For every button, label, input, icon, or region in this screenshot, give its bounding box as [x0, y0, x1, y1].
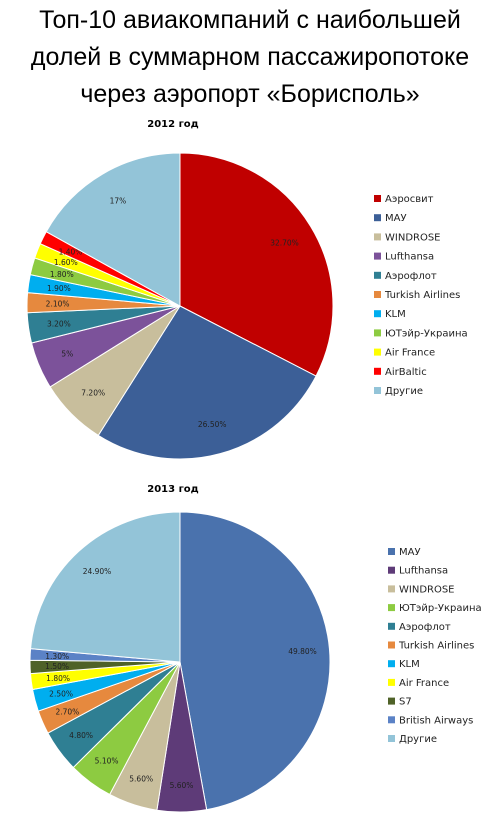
data-label-turkish-airlines: 2.10% [46, 299, 70, 308]
legend-label-air-france: Air France [385, 348, 435, 359]
data-label-windrose: 7.20% [81, 388, 105, 397]
legend-label-аэрофлот: Аэрофлот [385, 271, 437, 282]
data-label-ютэйр-украина: 1.80% [50, 270, 74, 279]
pie-slice-мау [97, 305, 317, 460]
page-title: Топ-10 авиакомпаний с наибольшей долей в… [0, 2, 500, 113]
data-label-ютэйр-украина: 5.10% [95, 757, 119, 766]
legend-label-s7: S7 [399, 697, 412, 708]
legend-swatch-другие [388, 735, 395, 742]
legend-swatch-мау [388, 548, 395, 555]
data-label-другие: 17% [110, 197, 127, 206]
legend-label-turkish-airlines: Turkish Airlines [398, 641, 474, 652]
legend-label-аэрофлот: Аэрофлот [399, 622, 451, 633]
data-label-airbaltic: 1.40% [59, 247, 83, 256]
legend-swatch-klm [374, 310, 381, 318]
pie-slice-другие [45, 152, 181, 307]
legend-swatch-аэросвит [374, 195, 381, 202]
title-line-1: Топ-10 авиакомпаний с наибольшей [39, 6, 461, 34]
data-label-аэрофлот: 3.20% [47, 320, 71, 329]
data-label-мау: 49.80% [288, 647, 317, 656]
legend-swatch-мау [374, 214, 381, 222]
legend-label-klm: KLM [399, 659, 420, 670]
data-label-air-france: 1.60% [54, 258, 78, 267]
legend-label-ютэйр-украина: ЮТэйр-Украина [399, 603, 482, 614]
legend-label-ютэйр-украина: ЮТэйр-Украина [385, 328, 468, 339]
pie-slice-аэросвит [179, 152, 334, 377]
data-label-s7: 1.50% [45, 662, 69, 671]
legend-swatch-turkish-airlines [388, 641, 395, 649]
chart-2013: 2013 год 49.80% 5.60% 5.60% 5.10% 4.80% 2.70% 2… [29, 484, 482, 813]
data-label-lufthansa: 5% [61, 350, 73, 359]
data-label-аэрофлот: 4.80% [69, 731, 93, 740]
chart-title: 2012 год [147, 119, 198, 130]
legend-label-мау: МАУ [399, 547, 421, 558]
legend-label-lufthansa: Lufthansa [385, 252, 434, 263]
data-label-klm: 1.90% [47, 284, 71, 293]
legend-swatch-windrose [374, 233, 381, 241]
pie-slice-мау [179, 511, 331, 811]
legend-swatch-другие [374, 387, 381, 394]
legend-swatch-lufthansa [388, 566, 395, 574]
legend-label-air-france: Air France [399, 678, 449, 689]
legend-swatch-british-airways [388, 716, 395, 724]
legend-swatch-turkish-airlines [374, 291, 381, 298]
data-label-lufthansa: 5.60% [170, 781, 194, 790]
legend-swatch-klm [388, 660, 395, 668]
legend-swatch-airbaltic [374, 367, 381, 375]
legend-label-turkish-airlines: Turkish Airlines [384, 290, 460, 301]
legend-label-windrose: WINDROSE [385, 232, 441, 243]
data-label-turkish-airlines: 2.70% [55, 707, 79, 716]
title-line-3: через аэропорт «Борисполь» [80, 80, 420, 108]
legend-label-аэросвит: Аэросвит [385, 194, 434, 205]
chart-title: 2013 год [147, 484, 198, 495]
legend-swatch-lufthansa [374, 252, 381, 260]
legend-swatch-windrose [388, 585, 395, 593]
legend-label-british-airways: British Airways [399, 715, 473, 726]
data-label-british-airways: 1.30% [45, 652, 69, 661]
legend-swatch-ютэйр-украина [388, 604, 395, 612]
pie-slice-другие [30, 511, 181, 663]
data-label-klm: 2.50% [49, 690, 73, 699]
legend-swatch-air-france [374, 348, 381, 356]
legend-label-lufthansa: Lufthansa [399, 566, 448, 577]
data-label-air-france: 1.80% [46, 674, 70, 683]
legend-swatch-air-france [388, 678, 395, 686]
legend-label-мау: МАУ [385, 213, 407, 224]
legend-label-windrose: WINDROSE [399, 584, 455, 595]
legend-label-airbaltic: AirBaltic [385, 367, 427, 378]
legend-swatch-ютэйр-украина [374, 329, 381, 337]
legend-swatch-аэрофлот [388, 622, 395, 630]
data-label-другие: 24.90% [83, 567, 112, 576]
legend-label-другие: Другие [385, 386, 423, 397]
legend-label-klm: KLM [385, 309, 406, 320]
chart-2012: 2012 год 32.70% 26.50% 7.20% 5% 3.20% 2.10% 1.9… [26, 119, 468, 460]
legend-swatch-аэрофлот [374, 271, 381, 279]
title-line-2: долей в суммарном пассажиропотоке [30, 43, 470, 71]
data-label-аэросвит: 32.70% [270, 238, 299, 247]
data-label-windrose: 5.60% [129, 775, 153, 784]
data-label-мау: 26.50% [198, 420, 227, 429]
legend-label-другие: Другие [399, 734, 437, 745]
legend-swatch-s7 [388, 697, 395, 705]
